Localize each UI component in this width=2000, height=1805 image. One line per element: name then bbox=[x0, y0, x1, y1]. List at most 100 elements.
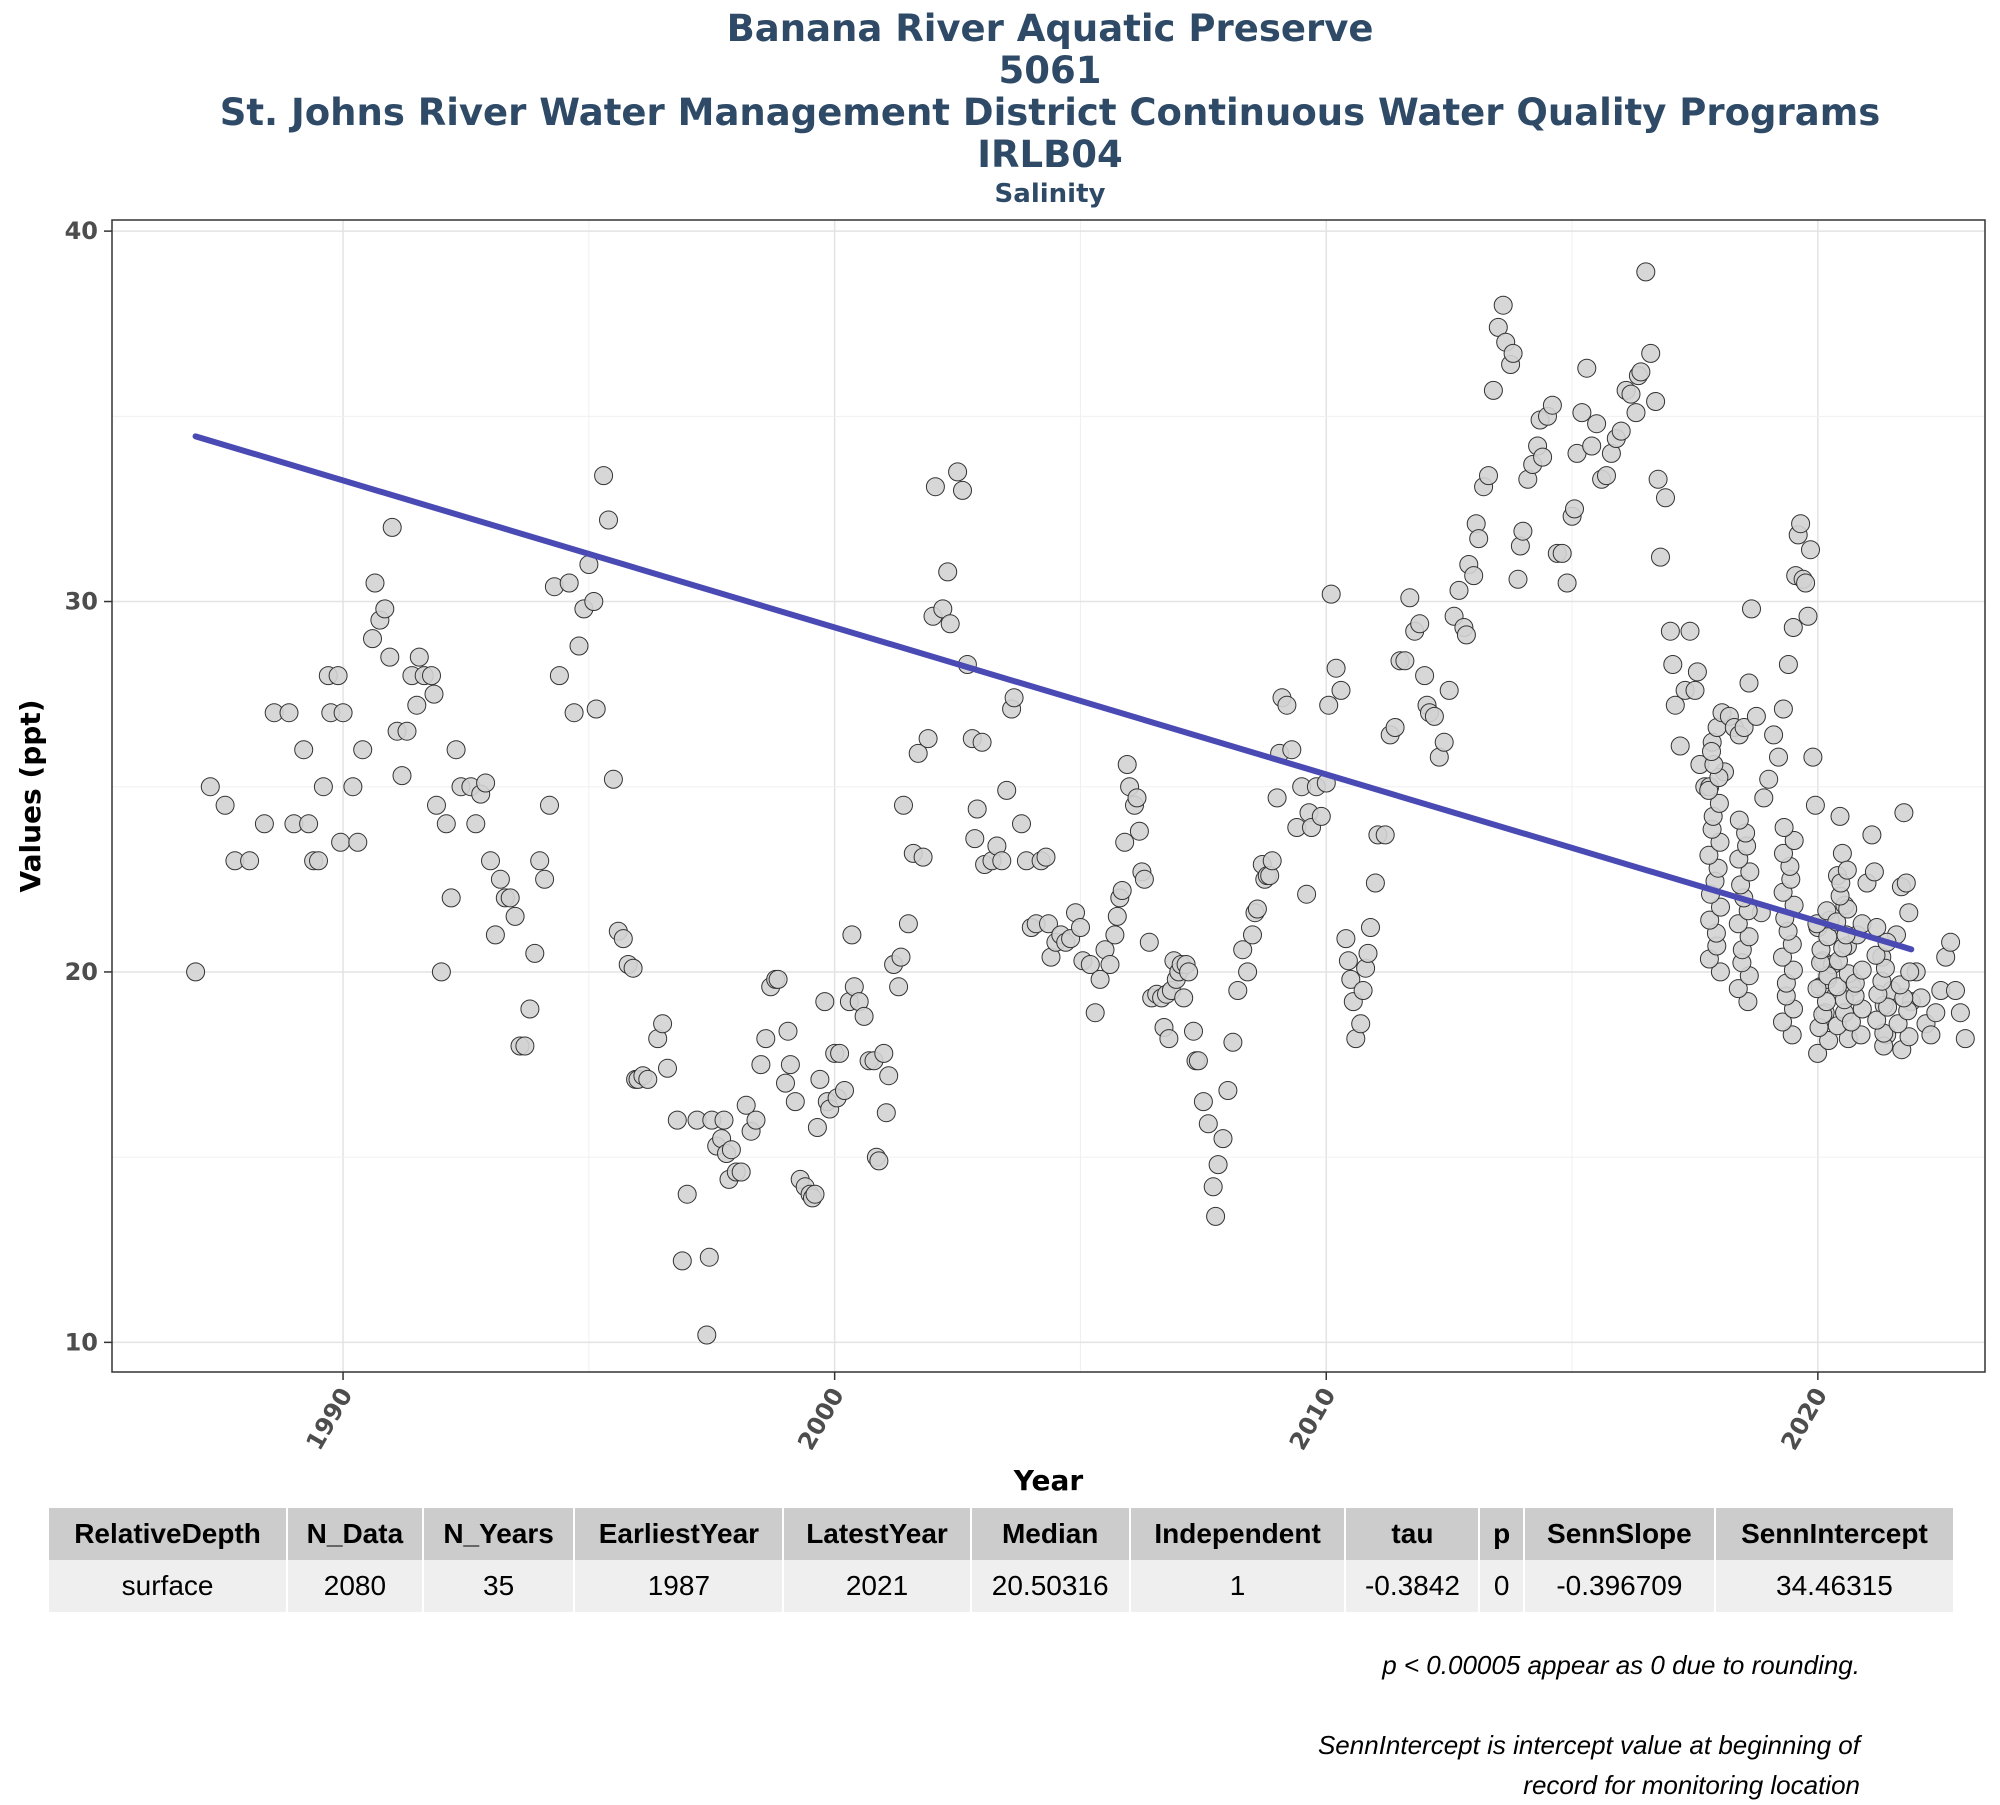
data-point bbox=[505, 906, 525, 926]
data-point bbox=[1174, 988, 1194, 1008]
data-point bbox=[1400, 588, 1420, 608]
data-point bbox=[1656, 488, 1675, 508]
data-point bbox=[294, 740, 314, 760]
y-tick-label: 10 bbox=[65, 1328, 98, 1356]
data-point bbox=[1837, 860, 1857, 880]
table-header-median: Median bbox=[971, 1508, 1129, 1560]
data-point bbox=[1899, 903, 1919, 923]
table-header-relativedepth: RelativeDepth bbox=[49, 1508, 287, 1560]
data-point bbox=[1572, 403, 1592, 423]
p-value-note: p < 0.00005 appear as 0 due to rounding. bbox=[1382, 1650, 1860, 1680]
data-point bbox=[299, 814, 319, 834]
data-point bbox=[1542, 395, 1562, 415]
table-header-independent: Independent bbox=[1130, 1508, 1345, 1560]
data-point bbox=[953, 480, 972, 500]
data-point bbox=[1282, 740, 1302, 760]
table-cell-p: 0 bbox=[1480, 1560, 1523, 1612]
data-point bbox=[569, 636, 589, 656]
data-point bbox=[1039, 914, 1058, 934]
data-point bbox=[1778, 655, 1798, 674]
data-point bbox=[751, 1055, 771, 1075]
data-point bbox=[830, 1043, 850, 1063]
data-point bbox=[746, 1110, 766, 1130]
data-point bbox=[1277, 695, 1297, 715]
data-point bbox=[972, 732, 992, 752]
data-point bbox=[1080, 955, 1100, 974]
data-point bbox=[653, 1014, 673, 1034]
data-point bbox=[1739, 927, 1759, 947]
data-point bbox=[721, 1140, 741, 1160]
data-point bbox=[1449, 580, 1469, 600]
data-point bbox=[1213, 1129, 1233, 1149]
table-cell-latestyear: 2021 bbox=[784, 1560, 970, 1612]
data-point bbox=[1899, 1027, 1919, 1047]
data-point bbox=[658, 1058, 677, 1078]
x-tick-label: 2020 bbox=[1775, 1383, 1833, 1455]
data-point bbox=[1107, 906, 1127, 926]
table-cell-median: 20.50316 bbox=[971, 1560, 1129, 1612]
trend-statistics-table: RelativeDepth N_Data N_Years EarliestYear La… bbox=[47, 1508, 1955, 1612]
data-point bbox=[1326, 658, 1346, 678]
data-point bbox=[1729, 810, 1749, 830]
data-point bbox=[1439, 680, 1459, 700]
data-point bbox=[1950, 1003, 1970, 1023]
data-point bbox=[1946, 981, 1965, 1000]
data-point bbox=[1071, 918, 1090, 937]
data-point bbox=[1395, 651, 1415, 671]
data-point bbox=[997, 780, 1017, 800]
data-point bbox=[1764, 725, 1784, 745]
data-point bbox=[638, 1069, 658, 1089]
data-point bbox=[842, 925, 862, 945]
data-point bbox=[1361, 918, 1380, 937]
data-point bbox=[1894, 803, 1914, 823]
data-point bbox=[1621, 384, 1641, 404]
data-point bbox=[1663, 655, 1683, 674]
data-point bbox=[1493, 295, 1513, 315]
table-cell-n_years: 35 bbox=[423, 1560, 574, 1612]
data-point bbox=[515, 1036, 535, 1056]
data-point bbox=[328, 666, 348, 686]
data-point bbox=[1769, 747, 1788, 767]
title-parameter: Salinity bbox=[994, 179, 1106, 209]
data-point bbox=[1702, 742, 1721, 761]
senn-intercept-note-line1: SennIntercept is intercept value at begi… bbox=[1317, 1730, 1860, 1760]
data-point bbox=[1385, 718, 1405, 737]
data-point bbox=[913, 847, 933, 867]
y-tick-label: 30 bbox=[65, 588, 98, 616]
data-point bbox=[672, 1251, 692, 1271]
data-point bbox=[1783, 618, 1803, 637]
data-point bbox=[1808, 1043, 1828, 1063]
data-point bbox=[1410, 614, 1430, 634]
data-point bbox=[603, 769, 623, 789]
x-axis-title: Year bbox=[1013, 1464, 1084, 1497]
data-point bbox=[940, 614, 960, 634]
data-point bbox=[1830, 806, 1850, 826]
data-point bbox=[584, 592, 604, 611]
data-point bbox=[1358, 943, 1378, 963]
data-point bbox=[1699, 780, 1719, 800]
data-point bbox=[1955, 1029, 1975, 1049]
data-point bbox=[1105, 925, 1125, 945]
data-point bbox=[466, 814, 486, 834]
data-point bbox=[1711, 897, 1730, 917]
y-tick-label: 40 bbox=[65, 217, 98, 245]
data-point bbox=[375, 599, 395, 619]
data-point bbox=[1611, 421, 1631, 441]
data-point bbox=[891, 947, 911, 967]
data-point bbox=[780, 1055, 800, 1075]
data-point bbox=[1238, 962, 1258, 982]
data-point bbox=[1552, 543, 1572, 563]
data-point bbox=[1801, 540, 1820, 560]
data-point bbox=[1179, 962, 1199, 982]
data-point bbox=[594, 466, 614, 486]
data-point bbox=[1012, 814, 1031, 834]
data-point bbox=[1798, 606, 1818, 626]
table-cell-tau: -0.3842 bbox=[1346, 1560, 1479, 1612]
data-point bbox=[1700, 910, 1720, 930]
data-point bbox=[1090, 969, 1110, 989]
data-point bbox=[1710, 962, 1730, 982]
data-point bbox=[992, 851, 1012, 871]
data-point bbox=[623, 958, 643, 978]
data-point bbox=[353, 740, 373, 760]
data-point bbox=[1297, 884, 1317, 904]
